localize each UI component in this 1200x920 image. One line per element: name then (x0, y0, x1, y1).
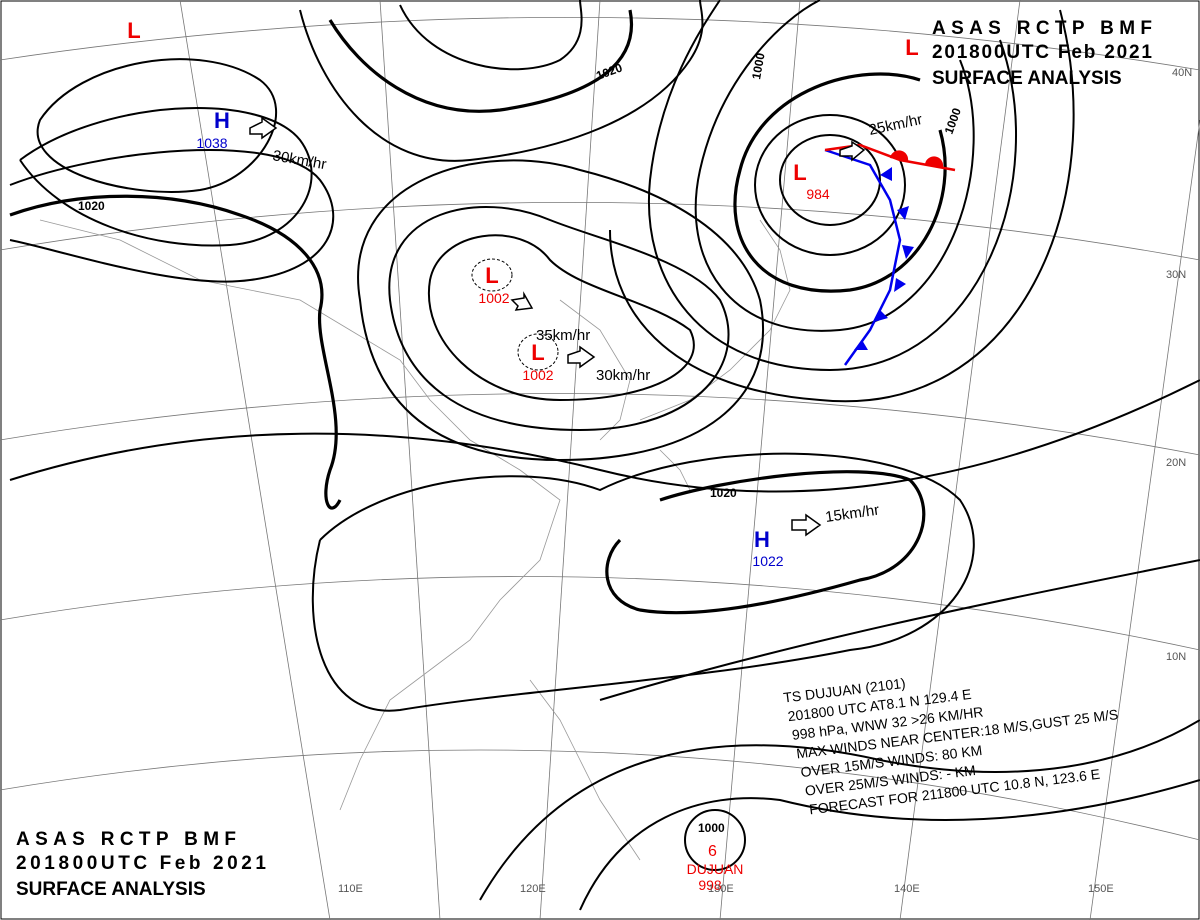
motion-label: 30km/hr (596, 367, 650, 384)
center-letter: L (793, 160, 806, 185)
motion-label: 35km/hr (536, 327, 590, 344)
center-pressure: 1038 (196, 135, 227, 151)
center-pressure: 1002 (478, 290, 509, 306)
typhoon: 6 DUJUAN 998 TS DUJUAN (2101)201800 UTC … (687, 675, 1119, 893)
fronts (249, 116, 956, 537)
typhoon-symbol: 6 (708, 843, 717, 860)
header-line: SURFACE ANALYSIS (16, 879, 206, 900)
center-letter: L (127, 18, 140, 43)
isobar-label: 1000 (698, 821, 725, 835)
pressure-centers: H 1038 L 1002 L 1002 L 984 H 1022 L L (127, 18, 918, 569)
center-letter: H (214, 108, 230, 133)
lon-label: 120E (520, 883, 546, 895)
lon-label: 110E (338, 883, 363, 895)
center-pressure: 1022 (752, 553, 783, 569)
center-letter: L (485, 263, 498, 288)
isobars (9, 0, 1200, 911)
header-line: 201800UTC Feb 2021 (932, 42, 1152, 63)
center-letter: L (531, 340, 544, 365)
lon-label: 140E (894, 883, 920, 895)
typhoon-name: DUJUAN (687, 861, 744, 877)
center-letter: L (905, 35, 918, 60)
isobar-label: 1020 (710, 486, 737, 500)
lat-label: 30N (1166, 269, 1186, 281)
header-line: SURFACE ANALYSIS (932, 68, 1122, 89)
header-line: 201800UTC Feb 2021 (16, 853, 266, 874)
center-pressure: 984 (806, 186, 830, 202)
center-letter: H (754, 527, 770, 552)
graticule-labels: 40N 30N 20N 10N 110E 120E 130E 140E 150E (338, 67, 1192, 895)
isobar-label: 1000 (749, 51, 767, 80)
coastline (39, 219, 791, 861)
lat-label: 10N (1166, 651, 1186, 663)
lon-label: 130E (708, 883, 734, 895)
lat-label: 40N (1172, 67, 1192, 79)
typhoon-pressure: 998 (698, 877, 722, 893)
lat-label: 20N (1166, 457, 1186, 469)
center-pressure: 1002 (522, 367, 553, 383)
isobar-label: 1020 (78, 199, 105, 213)
lon-label: 150E (1088, 883, 1114, 895)
